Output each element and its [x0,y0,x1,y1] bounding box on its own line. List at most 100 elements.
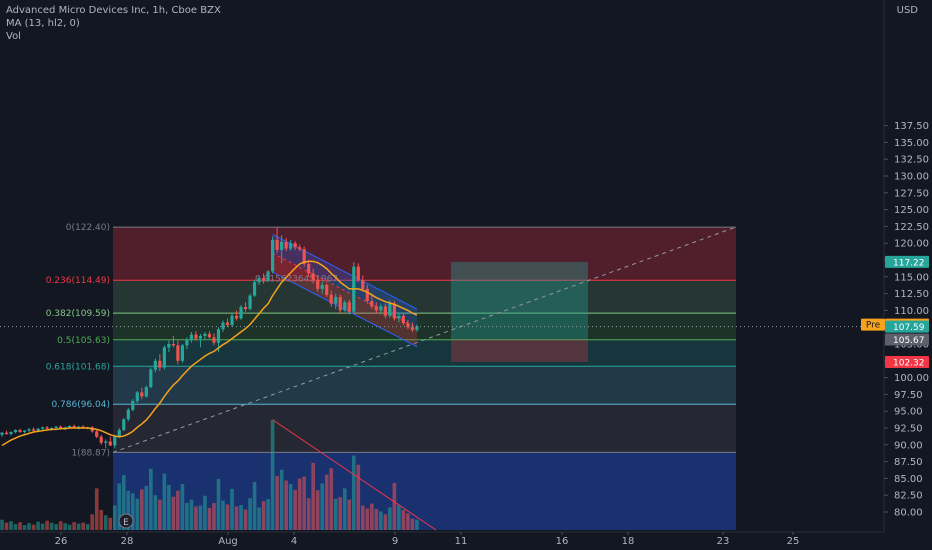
volume-bar [248,498,252,530]
candle-body [365,288,369,301]
volume-trend-line[interactable] [272,419,437,531]
price-tag-prefix: Pre [866,321,881,331]
price-axis[interactable]: USD 137.50 135.00 132.50 130.00 127.50 125.00 1… [883,0,932,550]
volume-bar [117,483,122,530]
candle-body [99,436,103,443]
trend-line[interactable] [112,226,737,453]
fib-level-label: 0(122.40) [66,223,110,233]
volume-bar [311,462,315,530]
price-tick-label: 127.50 [894,188,929,199]
volume-bar [85,524,90,530]
volume-bar [99,509,104,530]
candle-body [275,239,279,250]
price-tick-label: 95.00 [894,407,923,418]
volume-bar [406,513,410,530]
volume-bar [306,498,311,530]
price-tick-label: 115.00 [894,272,929,283]
candle-body [113,436,117,446]
price-tag-label: 102.32 [893,359,925,369]
volume-bar [162,473,167,530]
time-tick-label: 9 [392,536,398,547]
candle-body [248,295,252,310]
price-tag-label: 105.67 [893,336,925,346]
volume-bar [392,482,397,530]
candle-body [280,241,284,250]
volume-bar [288,483,293,530]
candle-body [189,334,194,340]
volume-bar [302,476,306,530]
volume-bar [158,499,162,530]
time-tick-label: 11 [455,536,468,547]
price-tick-label: 100.00 [894,373,929,384]
price-tag-bg [885,320,929,333]
candle-body [343,302,347,311]
time-tick-label: Aug [218,536,238,547]
price-tick-label: 110.00 [894,306,929,317]
candle-body [180,345,184,361]
candle-body [72,425,76,428]
candle-body [225,322,230,326]
volume-bar [130,493,135,530]
price-tick-label: 122.50 [894,222,929,233]
volume-bar [275,476,279,530]
volume-bar [397,505,401,530]
time-tick-label: 28 [121,536,134,547]
volume-indicator-label[interactable]: Vol [6,31,21,42]
price-tick-label: 120.00 [894,239,929,250]
candle-body [167,344,171,348]
volume-bar [167,484,171,530]
candle-body [239,307,243,319]
candle-body [203,333,207,336]
fib-zone [113,366,736,405]
symbol-title[interactable]: Advanced Micro Devices Inc, 1h, Cboe BZX [6,5,221,16]
candle-body [261,278,266,281]
volume-bar [338,497,343,530]
volume-bar [207,507,212,530]
fibonacci-levels[interactable]: 0(122.40) 0.236(114.49) 0.382(109.59) 0.5(1… [46,223,736,458]
time-tick-label: 16 [556,536,569,547]
candle-body [361,280,365,289]
volume-bar [320,483,325,530]
volume-bar [27,523,31,530]
candle-body [388,303,392,316]
volume-bar [13,524,18,530]
candle-body [212,337,216,343]
candle-body [207,333,212,338]
price-tick-label: 137.50 [894,121,929,132]
volume-bar [36,521,40,530]
moving-average-line [1,260,418,447]
candle-body [243,307,248,310]
volume-bar [121,475,126,530]
volume-bar [198,505,203,530]
candle-body [311,273,315,281]
volume-bar [225,504,230,530]
long-position-tool[interactable] [451,261,588,363]
fib-level-label: 0.382(109.59) [46,309,110,319]
volume-bar [261,501,266,530]
volume-bar [216,479,221,530]
price-tag-label: 117.22 [893,258,925,268]
time-axis[interactable]: 26 28 Aug 4 9 11 16 18 23 25 [0,531,884,550]
candle-body [158,360,162,368]
volume-bar [126,490,131,530]
earnings-icon[interactable]: E [118,513,134,529]
ma-indicator-label[interactable]: MA (13, hl2, 0) [6,18,80,29]
time-tick-label: 23 [717,536,730,547]
candle-body [198,335,203,339]
volume-bar [45,520,49,530]
volume-bar [18,522,22,530]
volume-bar [54,524,58,530]
volume-bar [370,503,374,530]
candle-body [293,243,297,248]
candle-body [266,271,270,281]
candle-body [77,426,81,428]
candle-body [194,334,198,339]
price-tick-label: 85.00 [894,474,923,485]
time-tick-label: 25 [787,536,800,547]
candle-body [370,300,374,307]
candle-body [298,247,302,250]
volume-bar [257,507,261,530]
candle-body [379,306,383,311]
volume-bar [171,496,176,530]
